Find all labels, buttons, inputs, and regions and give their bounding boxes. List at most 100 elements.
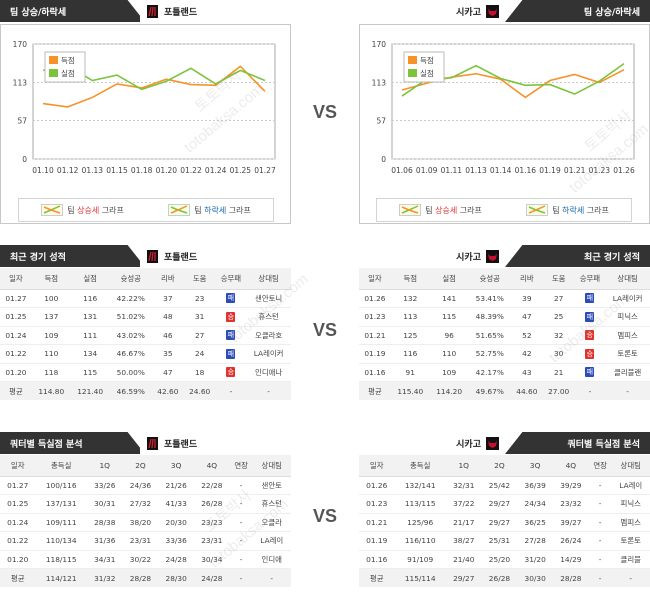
- legend-swatch: [408, 56, 417, 64]
- table-cell: 33/26: [86, 476, 123, 495]
- recent-header-left: 최근 경기 성적: [0, 245, 145, 267]
- legend-swatch: [408, 69, 417, 77]
- table-cell: 30/22: [122, 550, 159, 569]
- average-cell: 24.60: [183, 381, 216, 400]
- average-cell: 평균: [359, 568, 395, 587]
- table-cell: 27/32: [122, 494, 159, 514]
- table-cell: 01.27: [0, 289, 32, 308]
- average-cell: 평균: [0, 568, 36, 587]
- column-header: 슛성공: [468, 268, 511, 290]
- legend-label: 득점: [420, 55, 434, 65]
- table-cell: 25: [542, 307, 575, 327]
- result-cell: 승: [574, 326, 606, 345]
- table-cell: 23/31: [122, 531, 159, 551]
- table-row: 01.26 132 141 53.41% 39 27 패 LA레이커: [359, 289, 650, 308]
- table-row: 01.23 113 115 48.39% 47 25 패 피닉스: [359, 307, 650, 327]
- x-tick-label: 01.23: [589, 166, 611, 175]
- table-cell: 39/29: [553, 476, 589, 495]
- average-row: 평균 114/121 31/32 28/28 28/30 24/28- -: [0, 568, 291, 587]
- table-cell: 23: [183, 289, 216, 308]
- x-tick-label: 01.21: [564, 166, 586, 175]
- table-cell: 01.22: [0, 344, 32, 364]
- table-row: 01.22 110/134 31/36 23/31 33/36 23/31- LA레이: [0, 531, 291, 551]
- table-cell: 01.16: [359, 550, 395, 569]
- table-cell: 30: [542, 344, 575, 364]
- table-cell: 125: [390, 326, 430, 345]
- column-header: 4Q: [194, 455, 230, 477]
- table-cell: 31/36: [86, 531, 123, 551]
- table-cell: 01.21: [359, 326, 391, 345]
- table-cell: LA레이커: [246, 344, 291, 364]
- table-row: 01.21 125 96 51.65% 52 32 승 멤피스: [359, 326, 650, 345]
- column-header: 일자: [0, 455, 36, 477]
- table-cell: 118/115: [35, 550, 87, 569]
- table-cell: 110: [429, 344, 469, 364]
- falling-graph-icon: [526, 204, 549, 216]
- table-cell: 36/25: [517, 513, 554, 532]
- column-header: 총득실: [394, 455, 446, 477]
- table-cell: 109/111: [35, 513, 87, 532]
- quarter-title-right: 쿼터별 득실점 분석: [567, 439, 640, 450]
- average-row: 평균 114.80 121.40 46.59% 42.60 24.60- -: [0, 381, 291, 400]
- table-cell: 46.67%: [109, 344, 152, 364]
- table-cell: 47: [510, 307, 543, 327]
- column-header: 도움: [542, 268, 575, 290]
- team-label-left: 포틀랜드: [140, 0, 250, 22]
- table-cell: 32: [542, 326, 575, 345]
- legend-swatch: [49, 56, 58, 64]
- table-cell: 50.00%: [109, 363, 152, 382]
- x-tick-label: 01.10: [32, 166, 54, 175]
- falling-graph-icon: [168, 204, 191, 216]
- table-row: 01.27 100 116 42.22% 37 23 패 샌안토니: [0, 289, 291, 308]
- result-badge: 패: [226, 348, 236, 359]
- bulls-logo-icon: [486, 249, 499, 263]
- table-cell: 멤피스: [605, 326, 650, 345]
- table-cell: 38/27: [445, 531, 482, 551]
- quarter-table-right: 일자 총득실 1Q 2Q 3Q 4Q 연장 상대팀 01.26 132/141 32/31 25/42…: [359, 455, 650, 587]
- table-cell: -: [229, 513, 253, 532]
- column-header: 상대팀: [246, 268, 291, 290]
- result-badge: 패: [226, 293, 236, 304]
- x-tick-label: 01.27: [254, 166, 276, 175]
- average-cell: -: [215, 381, 247, 400]
- result-cell: 승: [574, 344, 606, 364]
- table-cell: 26/28: [194, 494, 230, 514]
- team-name-right: 시카고: [456, 7, 481, 18]
- table-cell: 27: [183, 326, 216, 345]
- y-tick-label: 170: [372, 40, 387, 49]
- trend-title-left: 팀 상승/하락세: [10, 7, 67, 18]
- table-cell: 43.02%: [109, 326, 152, 345]
- table-cell: 96: [429, 326, 469, 345]
- table-cell: 22/28: [194, 476, 230, 495]
- x-tick-label: 01.24: [205, 166, 227, 175]
- legend-rising-left: 팀 상승세 그라프: [41, 204, 124, 216]
- table-cell: 39/27: [553, 513, 589, 532]
- table-cell: -: [588, 550, 612, 569]
- x-tick-label: 01.13: [465, 166, 487, 175]
- table-row: 01.25 137 131 51.02% 48 31 승 휴스턴: [0, 307, 291, 327]
- column-header: 상대팀: [252, 455, 291, 477]
- x-tick-label: 01.16: [515, 166, 537, 175]
- table-cell: 01.19: [359, 344, 391, 364]
- table-cell: 01.20: [0, 363, 32, 382]
- recent-title-right: 최근 경기 성적: [584, 252, 640, 263]
- table-cell: 35: [151, 344, 184, 364]
- table-cell: 25/31: [481, 531, 518, 551]
- table-cell: 피닉스: [605, 307, 650, 327]
- table-row: 01.27 100/116 33/26 24/36 21/26 22/28- 샌안토: [0, 476, 291, 495]
- table-cell: 109: [429, 363, 469, 382]
- x-tick-label: 01.15: [106, 166, 128, 175]
- table-cell: 멤피스: [611, 513, 650, 532]
- result-cell: 승: [215, 307, 247, 327]
- recent-table-right: 일자 득점 실점 슛성공 리바 도움 승무패 상대팀 01.26 132 141 53.41% 39 27…: [359, 268, 650, 400]
- table-cell: LA레이: [252, 531, 291, 551]
- average-cell: -: [605, 381, 650, 400]
- average-cell: 42.60: [151, 381, 184, 400]
- column-header: 리바: [510, 268, 543, 290]
- x-tick-label: 01.18: [131, 166, 153, 175]
- table-cell: 피닉스: [611, 494, 650, 514]
- table-cell: 100/116: [35, 476, 87, 495]
- table-row: 01.25 137/131 30/31 27/32 41/33 26/28- 휴스턴: [0, 494, 291, 514]
